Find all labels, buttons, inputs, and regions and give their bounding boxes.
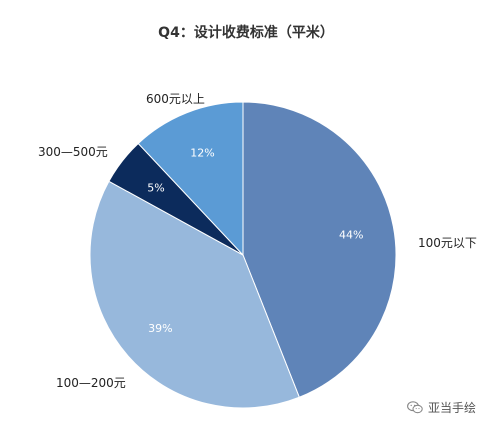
wechat-icon (407, 401, 423, 414)
slice-percent-label: 12% (190, 147, 214, 160)
slice-category-label: 100元以下 (418, 236, 477, 250)
slice-category-label: 600元以上 (146, 92, 205, 106)
chart-title: Q4：设计收费标准（平米） (158, 25, 334, 41)
pie-slice (242, 101, 397, 398)
pie-slice (89, 180, 300, 409)
pie-slice (137, 101, 244, 257)
watermark-text: 亚当手绘 (427, 401, 476, 415)
slice-percent-label: 5% (147, 181, 164, 194)
slice-percent-label: 39% (148, 322, 172, 335)
watermark: 亚当手绘 (402, 397, 480, 418)
slice-percent-label: 44% (339, 228, 363, 241)
slice-category-label: 100—200元 (56, 376, 126, 390)
slice-category-label: 300—500元 (38, 145, 108, 159)
